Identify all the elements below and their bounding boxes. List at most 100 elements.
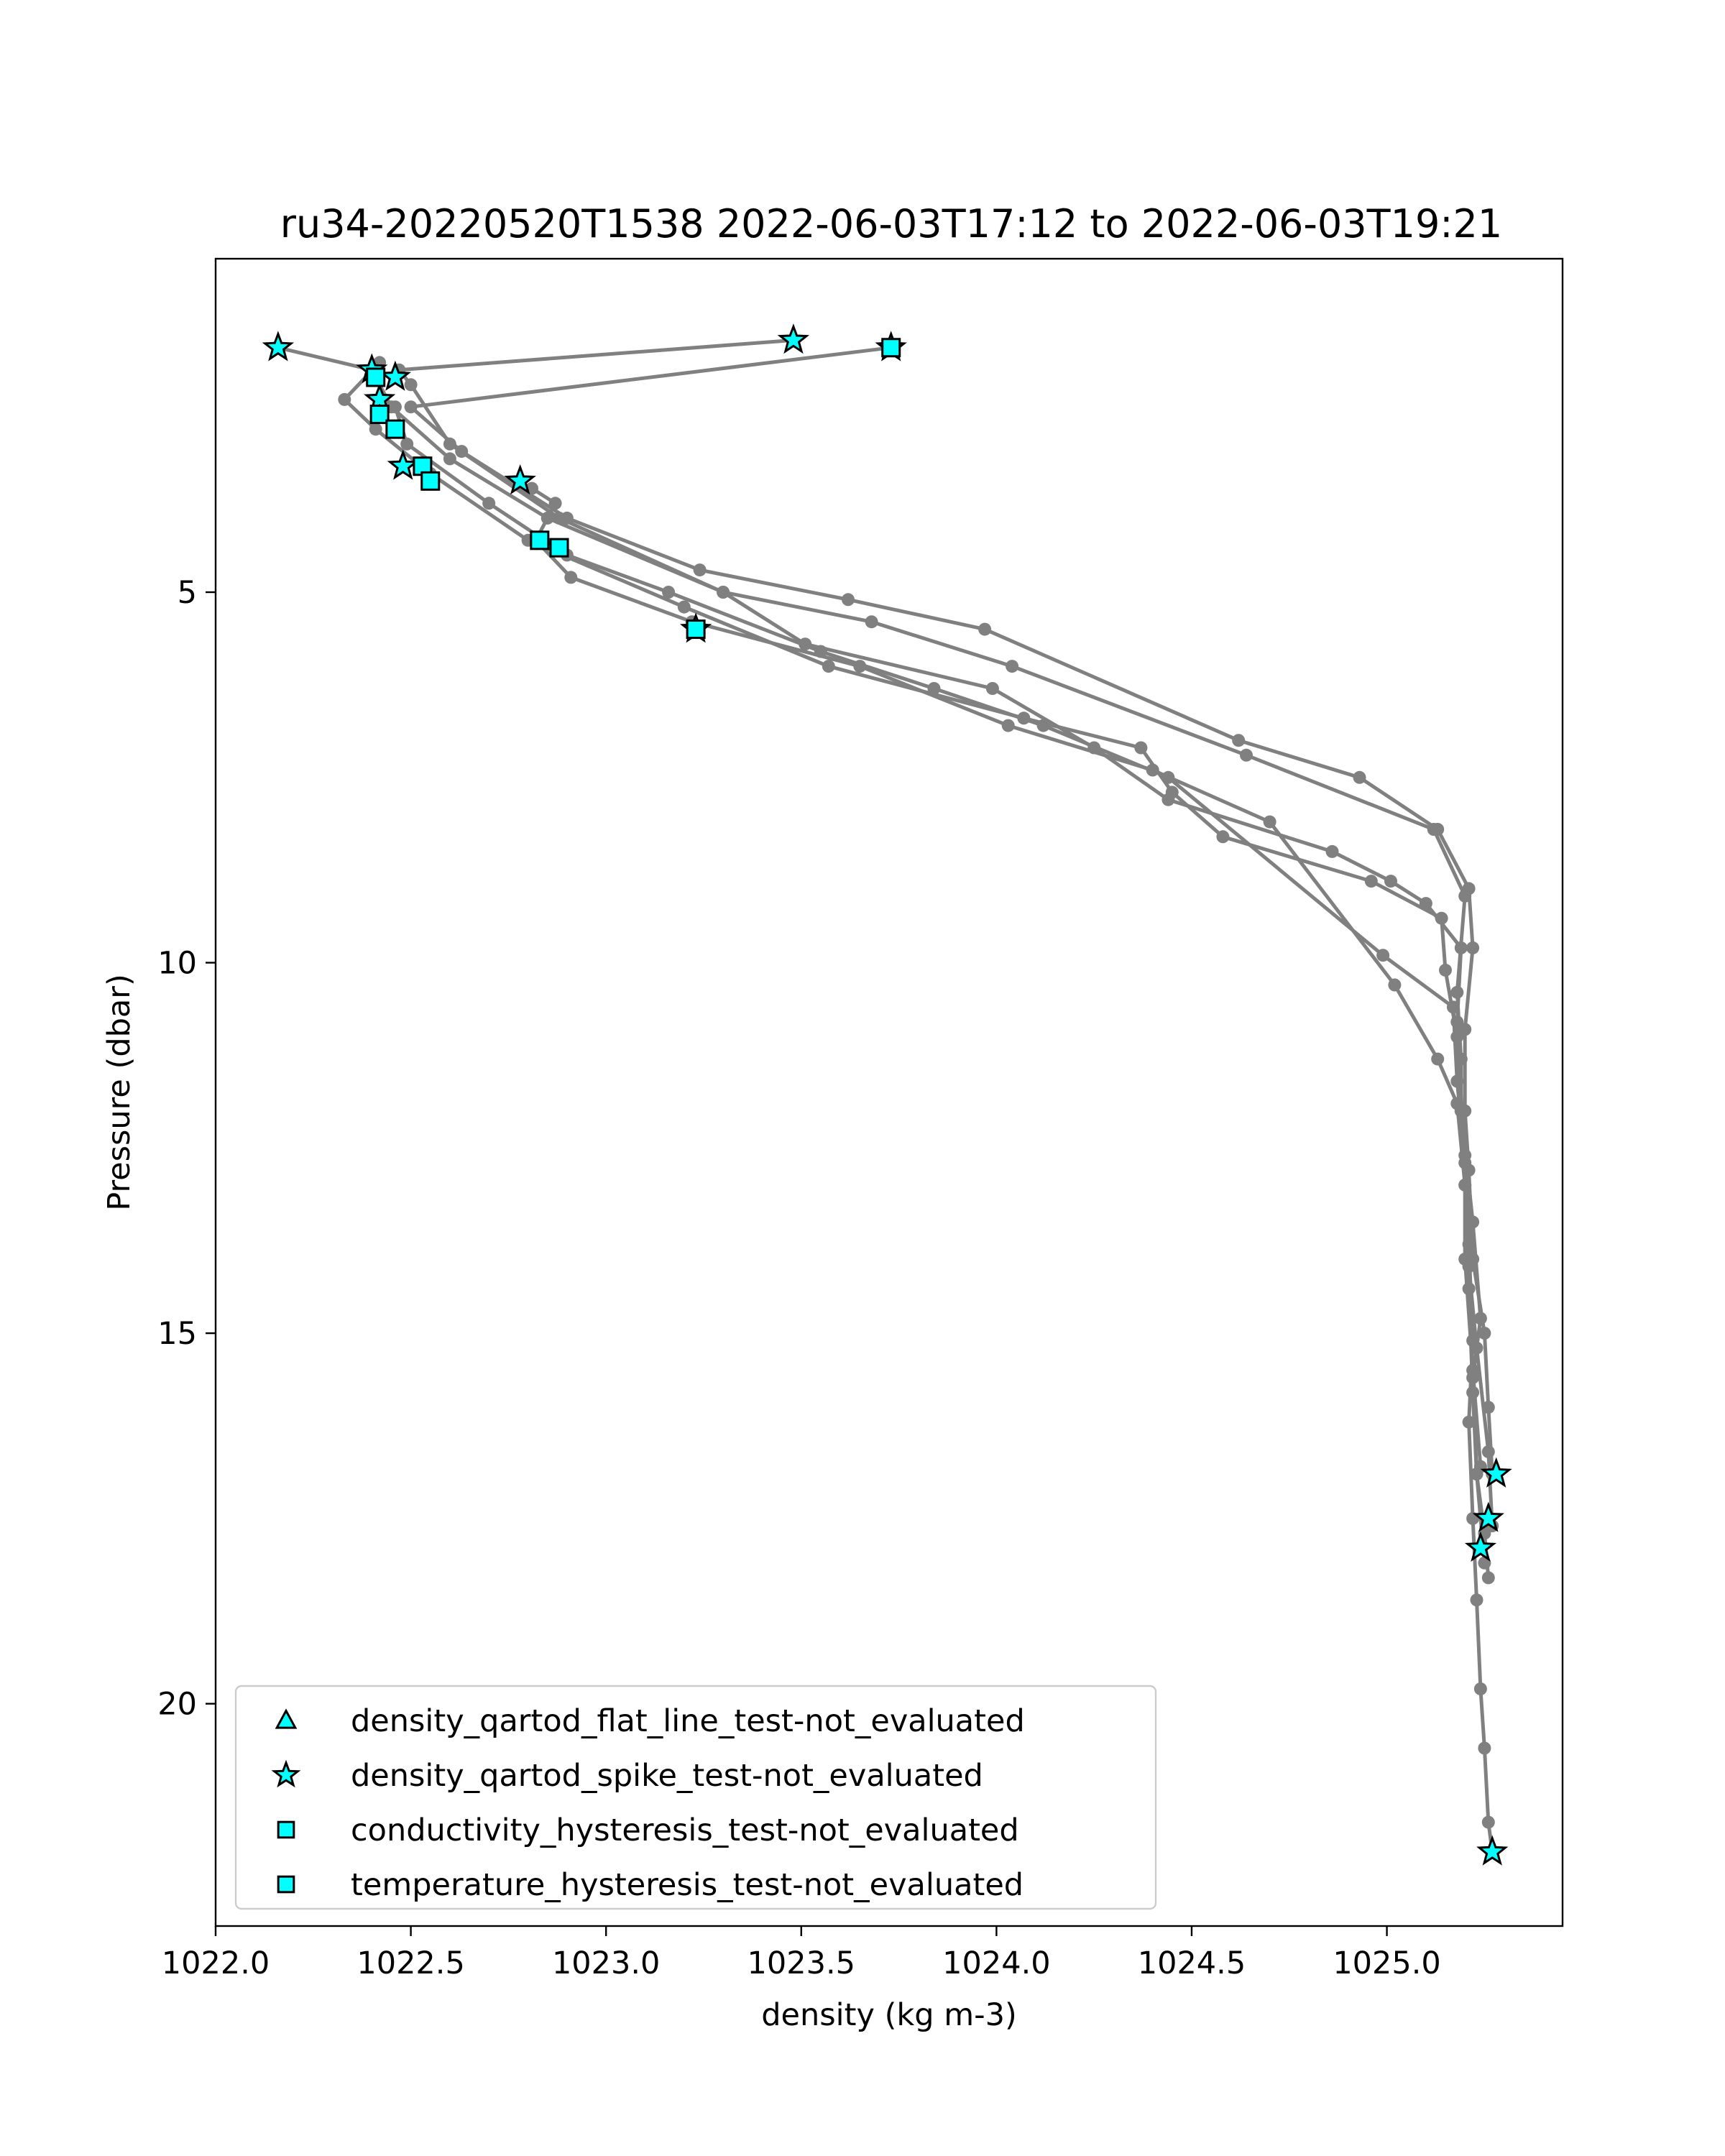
- profile-5-point-19: [1473, 1682, 1487, 1695]
- profile-4-point-10: [1165, 786, 1179, 799]
- y-tick-label-1: 5: [178, 575, 197, 611]
- profile-2-point-4: [560, 511, 574, 525]
- x-tick-label-3: 1023.0: [552, 1945, 660, 1981]
- profile-2-point-2: [404, 400, 418, 414]
- legend-label-4: temperature_hysteresis_test-not_evaluate…: [351, 1867, 1024, 1903]
- profile-1-point-8: [1006, 660, 1019, 673]
- profile-6-point-6: [853, 660, 867, 673]
- profile-3-point-14: [1454, 941, 1468, 954]
- profile-3-point-12: [1384, 875, 1397, 888]
- profile-4-point-6: [677, 600, 691, 614]
- star-flag-marker-2: [777, 323, 810, 354]
- x-tick-label-5: 1024.0: [942, 1945, 1050, 1981]
- y-tick-label-3: 15: [157, 1316, 197, 1352]
- profile-1-point-7: [865, 615, 878, 629]
- profile-5-point-3: [482, 497, 496, 510]
- profile-2-point-12: [1466, 941, 1480, 954]
- square-flag-marker-2: [881, 338, 901, 358]
- profile-3-point-8: [985, 682, 999, 695]
- profile-6-point-9: [1263, 815, 1276, 829]
- profile-4-point-19: [1481, 1445, 1495, 1459]
- profile-6-point-18: [1481, 1571, 1495, 1585]
- y-axis: 5 10 15 20: [157, 575, 216, 1723]
- square-flag-marker-8: [549, 538, 569, 558]
- profile-6-point-13: [1458, 1178, 1472, 1192]
- profile-6-point-7: [1001, 719, 1015, 732]
- profile-5-point-1: [388, 400, 402, 414]
- legend-triangle-icon: [275, 1708, 298, 1729]
- profile-2-point-5: [693, 563, 707, 577]
- profile-1-point-9: [1240, 748, 1253, 762]
- profile-1-point-3: [404, 378, 418, 392]
- profile-6-point-11: [1431, 1052, 1445, 1066]
- legend-label-1: density_qartod_flat_line_test-not_evalua…: [351, 1703, 1025, 1739]
- profile-6-point-14: [1462, 1282, 1476, 1296]
- star-flag-marker-13: [1476, 1835, 1509, 1866]
- profile-2-point-6: [842, 593, 855, 607]
- profile-2-point-11: [1462, 882, 1476, 895]
- profile-5-point-12: [1450, 1074, 1464, 1088]
- square-flag-marker-4: [385, 419, 405, 439]
- profile-4-point-7: [822, 660, 835, 673]
- plot-frame: [214, 257, 1564, 1927]
- profile-2-point-9: [1353, 770, 1366, 784]
- profile-6-point-4: [564, 571, 578, 584]
- profile-5-point-2: [400, 437, 414, 451]
- profile-6-point-15: [1466, 1386, 1480, 1399]
- y-tick-label-2: 10: [157, 946, 197, 982]
- profile-1-point-4: [443, 437, 456, 451]
- chart-title: ru34-20220520T1538 2022-06-03T17:12 to 2…: [280, 201, 1502, 247]
- profile-3-point-18: [1473, 1312, 1487, 1325]
- profile-5-point-11: [1446, 1000, 1460, 1014]
- y-tick-label-4: 20: [157, 1687, 197, 1723]
- star-flag-marker-4: [379, 360, 411, 391]
- profile-6-point-10: [1388, 978, 1402, 992]
- legend-label-2: density_qartod_spike_test-not_evaluated: [351, 1758, 983, 1794]
- x-tick-label-6: 1024.5: [1138, 1945, 1246, 1981]
- x-axis: 1022.0 1022.5 1023.0 1023.5 1024.0 1024.5 1025…: [162, 1926, 1441, 1981]
- profile-6-point-2: [548, 497, 562, 510]
- x-axis-label: density (kg m-3): [761, 1997, 1017, 2033]
- square-flag-marker-1: [366, 367, 386, 387]
- star-flag-marker-6: [387, 449, 419, 480]
- profile-line-5: [393, 406, 1494, 1853]
- profile-6-point-16: [1470, 1468, 1484, 1480]
- star-flag-marker-11: [1472, 1501, 1504, 1532]
- profile-5-point-16: [1462, 1415, 1476, 1429]
- x-tick-label-2: 1022.5: [356, 1945, 464, 1981]
- profile-4-point-13: [1435, 911, 1448, 925]
- profile-3-point-11: [1325, 844, 1339, 858]
- profile-4-point-11: [1216, 830, 1230, 844]
- legend: density_qartod_flat_line_test-not_evalua…: [234, 1685, 1157, 1910]
- profile-4-point-3: [369, 423, 382, 436]
- profile-5-point-5: [662, 586, 676, 599]
- profile-line-6: [530, 487, 1491, 1578]
- x-tick-label-7: 1025.0: [1333, 1945, 1440, 1981]
- star-flag-marker-7: [504, 464, 536, 495]
- star-flag-marker-10: [1480, 1457, 1512, 1488]
- square-flag-marker-3: [369, 405, 390, 425]
- square-flag-marker-9: [686, 619, 706, 640]
- y-axis-label: Pressure (dbar): [101, 974, 137, 1210]
- legend-box: [234, 1685, 1157, 1910]
- legend-star-icon: [271, 1759, 301, 1788]
- legend-square-icon: [277, 1875, 295, 1894]
- profile-2-point-10: [1431, 823, 1445, 836]
- profile-5-point-8: [1036, 719, 1050, 732]
- star-flag-marker-1: [262, 331, 295, 361]
- x-tick-label-4: 1023.5: [748, 1945, 855, 1981]
- profile-6-point-12: [1450, 1097, 1464, 1110]
- profile-2-point-7: [978, 622, 992, 636]
- square-flag-marker-6: [420, 471, 441, 491]
- square-flag-marker-7: [530, 530, 550, 550]
- profile-4-point-12: [1364, 875, 1378, 888]
- profile-5-point-20: [1478, 1741, 1491, 1755]
- star-flag-marker-12: [1464, 1531, 1497, 1562]
- profile-5-point-21: [1481, 1815, 1495, 1829]
- profile-4-point-2: [338, 392, 351, 406]
- profile-4-point-15: [1450, 1030, 1464, 1044]
- profile-5-point-7: [927, 682, 941, 695]
- legend-square-icon: [277, 1820, 295, 1839]
- profile-5-point-15: [1466, 1334, 1480, 1348]
